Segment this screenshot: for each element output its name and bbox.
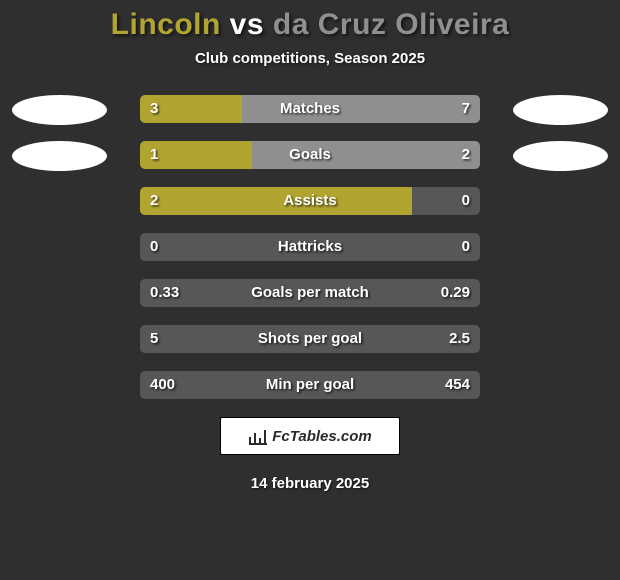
metric-label: Matches <box>140 95 480 123</box>
metric-label: Hattricks <box>140 233 480 261</box>
avatar-left <box>12 95 107 125</box>
avatar-left <box>12 141 107 171</box>
metric-label: Assists <box>140 187 480 215</box>
title-vs: vs <box>230 8 264 41</box>
date-label: 14 february 2025 <box>0 475 620 492</box>
metric-label: Goals <box>140 141 480 169</box>
chart-icon <box>248 427 268 445</box>
title-player-a: Lincoln <box>111 8 221 41</box>
avatar-right <box>513 141 608 171</box>
metric-row: 400454Min per goal <box>0 371 620 399</box>
metric-row: 20Assists <box>0 187 620 215</box>
metric-row: 00Hattricks <box>0 233 620 261</box>
metric-label: Min per goal <box>140 371 480 399</box>
comparison-card: Lincoln vs da Cruz Oliveira Club competi… <box>0 0 620 580</box>
logo-text: FcTables.com <box>272 428 371 445</box>
metric-row: 12Goals <box>0 141 620 169</box>
metric-label: Goals per match <box>140 279 480 307</box>
subtitle: Club competitions, Season 2025 <box>0 50 620 67</box>
metric-row: 37Matches <box>0 95 620 123</box>
metric-rows: 37Matches 12Goals 20Assists 00Hattricks 0.33… <box>0 95 620 399</box>
metric-row: 52.5Shots per goal <box>0 325 620 353</box>
avatar-right <box>513 95 608 125</box>
page-title: Lincoln vs da Cruz Oliveira <box>0 8 620 42</box>
source-logo: FcTables.com <box>220 417 400 455</box>
metric-label: Shots per goal <box>140 325 480 353</box>
title-player-b: da Cruz Oliveira <box>273 8 509 41</box>
metric-row: 0.330.29Goals per match <box>0 279 620 307</box>
